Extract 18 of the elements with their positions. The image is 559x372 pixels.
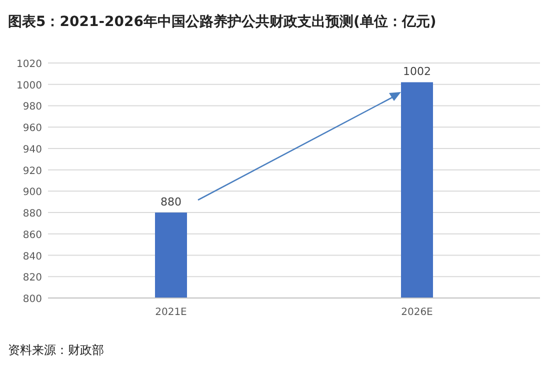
text: 资料来源：财政部: [8, 343, 104, 357]
y-tick-label: 900: [22, 187, 42, 198]
chart-title: 图表5：2021-2026年中国公路养护公共财政支出预测(单位：亿元): [8, 13, 436, 30]
y-tick-label: 960: [22, 123, 42, 134]
y-tick-label: 800: [22, 294, 42, 305]
x-tick-label: 2021E: [155, 307, 187, 318]
data-label: 880: [160, 196, 182, 209]
y-tick-label: 1020: [16, 59, 42, 70]
y-tick-label: 980: [22, 102, 42, 113]
y-tick-label: 1000: [16, 80, 42, 92]
y-tick-label: 920: [22, 166, 42, 177]
y-tick-label: 880: [22, 208, 42, 220]
y-tick-label: 940: [22, 144, 42, 156]
y-tick-label: 860: [22, 230, 42, 241]
y-tick-label: 820: [22, 272, 42, 284]
data-label: 1002: [403, 65, 431, 78]
y-tick-label: 840: [22, 251, 42, 262]
x-tick-label: 2026E: [401, 307, 433, 318]
